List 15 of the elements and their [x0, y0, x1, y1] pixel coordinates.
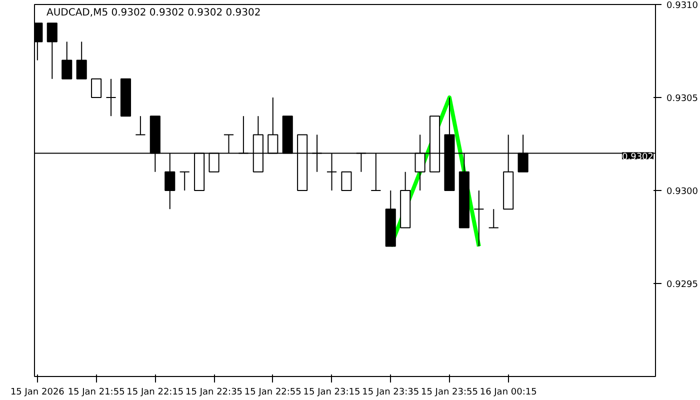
y-tick-label: 0.9295 — [666, 280, 698, 290]
x-tick-label: 15 Jan 22:15 — [126, 388, 184, 398]
x-tick-label: 15 Jan 22:55 — [244, 388, 302, 398]
x-tick-label: 15 Jan 23:15 — [303, 388, 360, 398]
x-tick-label: 15 Jan 22:35 — [186, 388, 243, 398]
y-tick-label: 0.9300 — [666, 187, 698, 197]
x-tick-label: 15 Jan 21:55 — [68, 388, 125, 398]
x-tick-label: 15 Jan 23:55 — [420, 388, 478, 398]
y-tick-label: 0.9310 — [666, 1, 698, 11]
x-tick-label: 15 Jan 2026 — [10, 388, 65, 398]
chart-title: AUDCAD,M5 0.9302 0.9302 0.9302 0.9302 — [46, 8, 261, 18]
y-tick-label: 0.9305 — [666, 94, 698, 104]
ref-line-label: 0.9302 — [622, 152, 654, 162]
x-tick-label: 15 Jan 23:35 — [362, 388, 420, 398]
x-tick-label: 16 Jan 00:15 — [480, 388, 537, 398]
